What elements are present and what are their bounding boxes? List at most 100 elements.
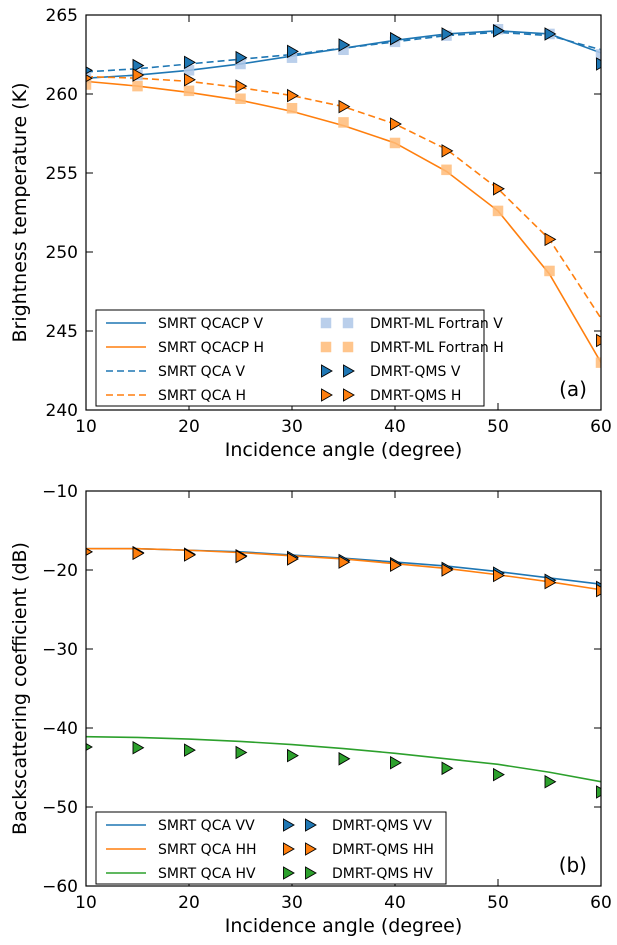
data-point (390, 558, 402, 573)
legend-label: SMRT QCACP V (158, 316, 263, 332)
data-point (86, 743, 93, 751)
legend-marker-swatch (305, 866, 317, 880)
legend-item: DMRT-QMS H (321, 388, 461, 404)
legend-marker-swatch (342, 341, 354, 353)
legend-marker-swatch (283, 818, 295, 832)
series-line (86, 75, 601, 319)
data-point (595, 49, 601, 60)
x-tick-label: 40 (384, 893, 406, 913)
data-point (287, 748, 299, 763)
data-point (596, 333, 601, 348)
data-point (235, 50, 248, 65)
x-tick-label: 30 (281, 893, 303, 913)
legend: SMRT QCA VV SMRT QCA HH SMRT QCA HV DMRT-QM… (95, 811, 447, 885)
data-point (86, 66, 93, 75)
legend-marker-swatch (321, 388, 333, 402)
legend-label: DMRT-ML Fortran H (370, 340, 504, 356)
data-point (338, 117, 349, 128)
data-point (441, 27, 454, 41)
data-point (338, 38, 351, 52)
panel-label: (a) (559, 377, 587, 401)
series-dmrt-ml-fortran-h (86, 79, 601, 368)
legend-item: DMRT-ML Fortran V (320, 316, 503, 332)
legend-marker-swatch (320, 317, 332, 329)
data-point (441, 144, 454, 158)
data-point (86, 79, 92, 90)
series-dmrt-qms-v (86, 24, 601, 75)
legend-box (95, 811, 447, 885)
y-axis-label: Backscattering coefficient (dB) (9, 542, 31, 835)
series-smrt-qca-hv (86, 735, 601, 783)
legend-label: SMRT QCA V (158, 364, 245, 380)
data-point (183, 85, 195, 97)
data-point (338, 555, 351, 569)
legend-marker-swatch (321, 364, 333, 378)
data-point (184, 55, 196, 70)
data-point (544, 774, 557, 789)
data-point (86, 547, 93, 556)
x-tick-label: 50 (487, 417, 509, 437)
data-point (596, 785, 601, 799)
y-tick-label: 240 (46, 401, 78, 421)
data-point (235, 93, 246, 104)
plot-area (86, 23, 601, 368)
y-axis-label: Brightness temperature (K) (9, 83, 31, 343)
data-point (544, 27, 557, 41)
panel-label: (b) (559, 853, 587, 877)
data-point (544, 575, 557, 590)
x-tick-label: 60 (590, 893, 612, 913)
legend-marker-swatch (343, 364, 355, 378)
legend-item: DMRT-QMS VV (283, 818, 432, 834)
data-point (441, 563, 454, 577)
legend-marker-swatch (283, 842, 295, 856)
legend-item: SMRT QCACP H (106, 340, 264, 356)
data-point (544, 265, 555, 277)
data-point (493, 767, 505, 782)
data-point (389, 137, 401, 149)
series-smrt-qca-h (86, 75, 601, 319)
data-point (596, 583, 601, 598)
series-smrt-qca-hh (86, 547, 601, 591)
x-tick-label: 50 (487, 893, 509, 913)
data-point (390, 755, 402, 770)
x-axis-label: Incidence angle (degree) (225, 915, 463, 937)
data-point (595, 357, 601, 368)
data-point (132, 80, 143, 92)
data-point (390, 117, 402, 131)
data-point (441, 164, 452, 176)
y-tick-label: 260 (46, 85, 78, 105)
legend-item: SMRT QCA V (106, 364, 245, 380)
data-point (492, 205, 504, 217)
data-point (390, 31, 402, 46)
axes-frame (85, 490, 602, 887)
chart-panel-b: 10 20 30 40 50 60 −60 −50 −40 −30 −20 −10 Incidence … (9, 482, 612, 937)
legend-item: DMRT-QMS HH (283, 842, 434, 858)
x-tick-label: 20 (178, 417, 200, 437)
legend-label: DMRT-QMS H (370, 388, 461, 404)
legend-marker-swatch (305, 818, 317, 832)
legend-label: DMRT-QMS VV (332, 818, 432, 834)
data-point (235, 79, 248, 93)
x-tick-label: 40 (384, 417, 406, 437)
series-dmrt-qms-vv (86, 545, 601, 595)
legend: SMRT QCACP V SMRT QCACP H SMRT QCA V SMRT Q… (95, 309, 504, 407)
legend-item: SMRT QCACP V (106, 316, 263, 332)
legend-item: DMRT-QMS V (321, 364, 461, 380)
y-tick-label: 265 (46, 6, 78, 26)
legend-label: DMRT-QMS HV (332, 866, 433, 882)
data-point (596, 57, 601, 71)
legend-label: SMRT QCA HH (158, 842, 257, 858)
x-tick-label: 20 (178, 893, 200, 913)
series-dmrt-qms-hh (86, 546, 601, 598)
legend-box (95, 309, 485, 407)
x-tick-label: 30 (281, 417, 303, 437)
y-tick-label: −10 (42, 482, 78, 502)
y-tick-label: −60 (42, 877, 78, 897)
x-tick-label: 10 (75, 417, 97, 437)
data-point (286, 102, 298, 114)
data-point (86, 74, 93, 83)
legend-label: SMRT QCA HV (158, 866, 256, 882)
data-point (338, 752, 351, 766)
data-point (287, 88, 299, 103)
